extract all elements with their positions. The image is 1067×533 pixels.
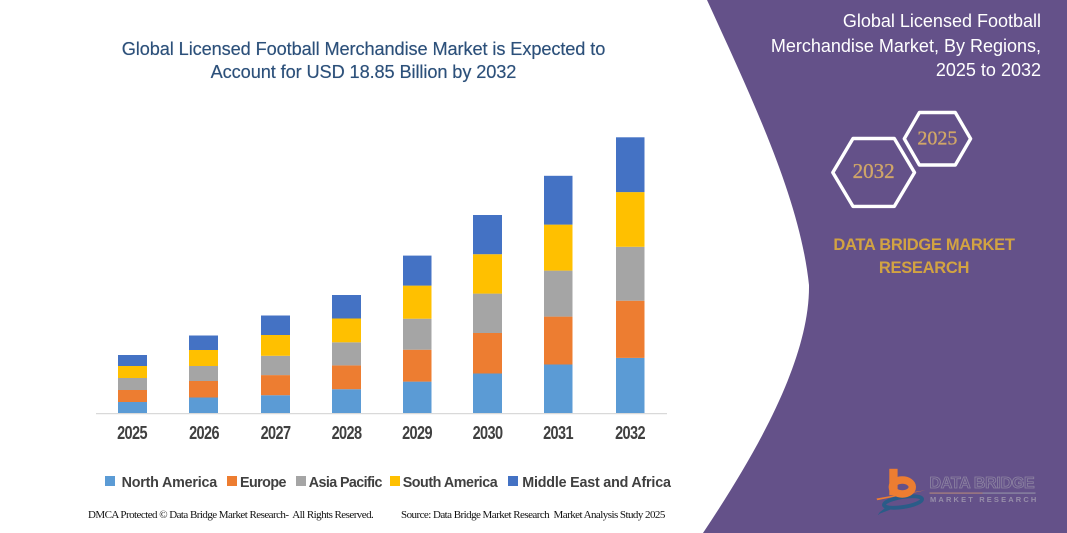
svg-text:DATA BRIDGE: DATA BRIDGE xyxy=(930,475,1035,492)
svg-text:MARKET RESEARCH: MARKET RESEARCH xyxy=(930,495,1039,504)
svg-text:2032: 2032 xyxy=(853,159,895,183)
svg-text:2025: 2025 xyxy=(917,127,957,149)
